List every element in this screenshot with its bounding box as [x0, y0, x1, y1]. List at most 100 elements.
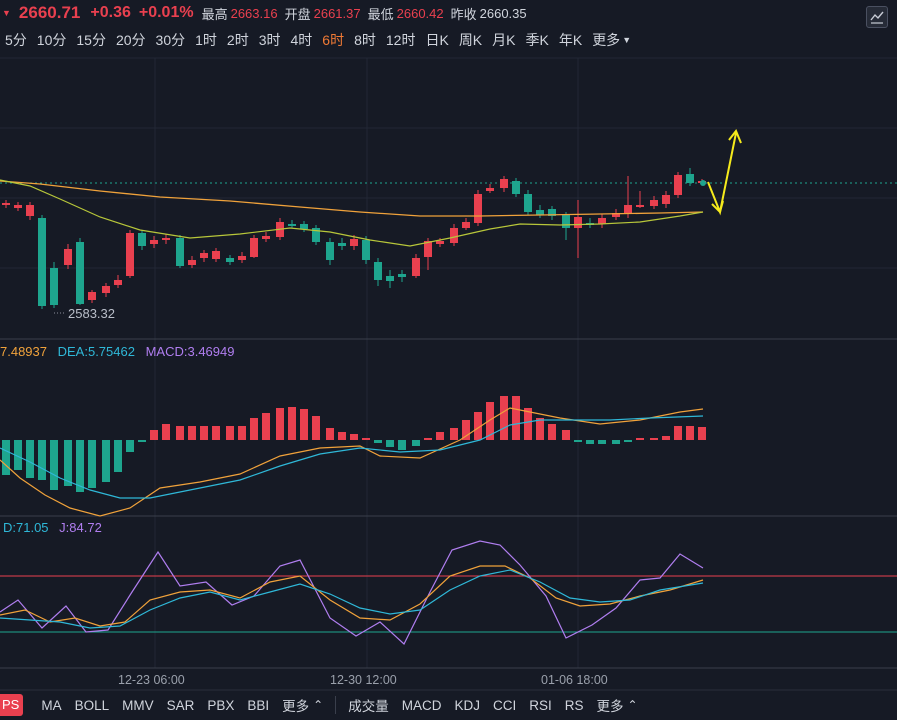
last-price-dot	[700, 180, 706, 186]
candle-body-52	[650, 200, 658, 206]
low-value: 2660.42	[396, 5, 444, 21]
collapse-triangle-icon[interactable]: ▼	[2, 8, 11, 18]
high-label: 最高	[201, 6, 228, 22]
bottom-right-item-6[interactable]: 更多	[596, 699, 624, 714]
period-15[interactable]: 季K	[525, 32, 549, 48]
prev-close-label: 昨收	[450, 6, 477, 22]
macd-bar-44	[548, 424, 556, 440]
period-0[interactable]: 5分	[5, 32, 27, 48]
macd-bar-26	[326, 428, 334, 440]
candle-body-49	[612, 213, 620, 217]
macd-bar-13	[162, 424, 170, 440]
period-6[interactable]: 2时	[226, 32, 249, 48]
time-axis-label-2: 01-06 18:00	[541, 673, 608, 687]
kdj-legend: D:71.05 J:84.72	[3, 520, 102, 535]
j-value: J:84.72	[59, 520, 102, 535]
bottom-right-item-2[interactable]: KDJ	[454, 697, 480, 713]
candle-body-9	[114, 280, 122, 285]
macd-bar-19	[238, 426, 246, 440]
macd-bar-25	[312, 416, 320, 440]
candle-body-35	[436, 241, 444, 244]
period-10[interactable]: 8时	[354, 32, 376, 48]
bottom-right-item-3[interactable]: CCI	[493, 697, 517, 713]
macd-bar-17	[212, 426, 220, 440]
candle-body-1	[14, 205, 22, 208]
candle-body-29	[362, 240, 370, 260]
period-12[interactable]: 日K	[425, 32, 449, 48]
candle-body-40	[500, 179, 508, 188]
period-17[interactable]: 更多	[592, 32, 621, 48]
period-7[interactable]: 3时	[258, 32, 281, 48]
macd-bar-38	[474, 412, 482, 440]
period-4[interactable]: 30分	[155, 32, 186, 48]
quote-bar: ▼ 2660.71 +0.36 +0.01% 最高 2663.16 开盘 266…	[0, 0, 897, 26]
candle-body-31	[386, 276, 394, 281]
macd-bar-27	[338, 432, 346, 440]
bottom-left-item-3[interactable]: SAR	[166, 697, 195, 713]
candle-body-12	[150, 240, 158, 244]
last-price: 2660.71	[18, 3, 81, 22]
candle-body-43	[536, 210, 544, 215]
macd-bar-24	[300, 409, 308, 440]
caret-up-icon: ⌃	[313, 698, 324, 712]
candle-body-3	[38, 218, 46, 306]
macd-bar-8	[102, 440, 110, 482]
macd-bar-55	[686, 426, 694, 440]
divider	[335, 696, 337, 714]
candle-body-17	[212, 251, 220, 259]
macd-bar-41	[512, 396, 520, 440]
annotation-arrowhead	[711, 200, 724, 214]
period-5[interactable]: 1时	[195, 32, 217, 48]
macd-bar-28	[350, 434, 358, 440]
bottom-right-item-4[interactable]: RSI	[529, 697, 552, 713]
bottom-left-item-1[interactable]: BOLL	[74, 697, 110, 713]
macd-bar-48	[598, 440, 606, 444]
bottom-left-item-6[interactable]: 更多	[282, 699, 310, 714]
macd-bar-5	[64, 440, 72, 486]
bottom-right-item-1[interactable]: MACD	[401, 697, 442, 713]
candle-body-23	[288, 224, 296, 226]
macd-bar-14	[176, 426, 184, 440]
macd-bar-31	[386, 440, 394, 447]
ma-line-short	[0, 179, 704, 247]
bottom-right-item-0[interactable]: 成交量	[348, 699, 389, 714]
period-13[interactable]: 周K	[458, 32, 483, 48]
price-change-pct: +0.01%	[138, 4, 194, 21]
macd-bar-37	[462, 420, 470, 440]
prev-close-value: 2660.35	[479, 5, 527, 21]
d-value: D:71.05	[3, 520, 49, 535]
price-change: +0.36	[90, 4, 131, 21]
candle-body-7	[88, 292, 96, 300]
bottom-right-item-5[interactable]: RS	[564, 697, 584, 713]
macd-bar-45	[562, 430, 570, 440]
macd-bar-21	[262, 413, 270, 440]
macd-bar-15	[188, 426, 196, 440]
period-8[interactable]: 4时	[290, 32, 313, 48]
candle-body-10	[126, 233, 134, 276]
period-1[interactable]: 10分	[36, 32, 67, 48]
period-14[interactable]: 月K	[492, 32, 516, 48]
macd-bar-42	[524, 408, 532, 440]
period-9[interactable]: 6时	[322, 32, 345, 48]
macd-bar-50	[624, 440, 632, 442]
chart-settings-button[interactable]	[866, 6, 888, 28]
bottom-left-item-2[interactable]: MMV	[122, 697, 154, 713]
candle-body-15	[188, 260, 196, 265]
indicator-chip[interactable]: PS	[0, 694, 24, 716]
candle-body-41	[512, 181, 520, 194]
period-16[interactable]: 年K	[558, 32, 583, 48]
candle-body-37	[462, 222, 470, 228]
period-3[interactable]: 20分	[115, 32, 146, 48]
macd-bar-35	[436, 432, 444, 440]
bottom-left-item-5[interactable]: BBI	[247, 697, 270, 713]
macd-bar-23	[288, 407, 296, 440]
period-2[interactable]: 15分	[76, 32, 106, 48]
macd-bar-11	[138, 440, 146, 442]
bottom-left-item-0[interactable]: MA	[41, 697, 62, 713]
candle-body-38	[474, 194, 482, 223]
bottom-left-item-4[interactable]: PBX	[207, 697, 235, 713]
macd-bar-33	[412, 440, 420, 446]
period-11[interactable]: 12时	[385, 32, 416, 48]
candle-body-16	[200, 253, 208, 258]
